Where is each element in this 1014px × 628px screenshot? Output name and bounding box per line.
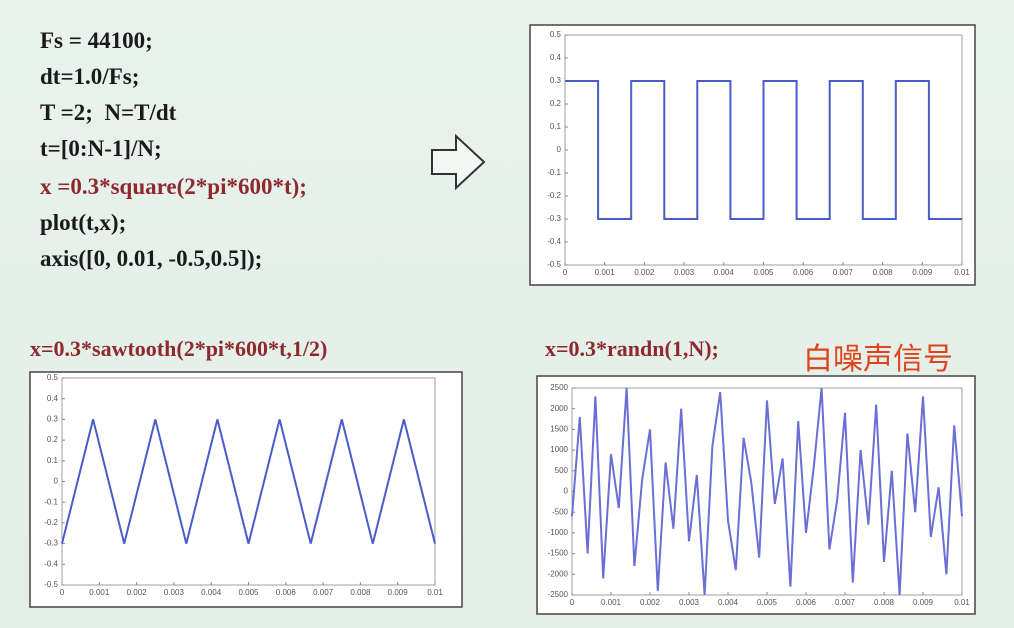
x-tick-label: 0.003 [674, 268, 695, 277]
x-tick-label: 0.003 [679, 598, 700, 607]
y-tick-label: -0.2 [44, 518, 58, 527]
x-tick-label: 0.007 [835, 598, 856, 607]
y-tick-label: -0.5 [44, 580, 58, 589]
annotation: 白噪声信号 [803, 342, 953, 377]
chart-caption: x=0.3*sawtooth(2*pi*600*t,1/2) [30, 336, 328, 361]
y-tick-label: -2500 [548, 590, 569, 599]
data-line [565, 80, 962, 220]
data-line [571, 387, 963, 596]
y-tick-label: 0.2 [47, 435, 59, 444]
x-tick-label: 0.001 [89, 588, 110, 597]
y-tick-label: 1000 [550, 445, 568, 454]
x-tick-label: 0.002 [127, 588, 148, 597]
code-line: x =0.3*square(2*pi*600*t); [40, 174, 307, 199]
code-line: axis([0, 0.01, -0.5,0.5]); [40, 246, 263, 271]
code-line: dt=1.0/Fs; [40, 64, 140, 89]
y-tick-label: -0.2 [547, 191, 561, 200]
code-line: Fs = 44100; [40, 28, 153, 53]
x-tick-label: 0.008 [874, 598, 895, 607]
y-tick-label: 0 [54, 477, 59, 486]
x-tick-label: 0 [563, 268, 568, 277]
x-tick-label: 0.009 [912, 268, 933, 277]
chart-caption: x=0.3*randn(1,N); [545, 336, 719, 361]
x-tick-label: 0.01 [427, 588, 443, 597]
y-tick-label: 0.2 [550, 99, 562, 108]
x-tick-label: 0.005 [753, 268, 774, 277]
y-tick-label: 500 [555, 466, 569, 475]
x-tick-label: 0.008 [350, 588, 371, 597]
x-tick-label: 0.001 [601, 598, 622, 607]
x-tick-label: 0.007 [833, 268, 854, 277]
x-tick-label: 0.002 [634, 268, 655, 277]
y-tick-label: -1000 [548, 528, 569, 537]
y-tick-label: -0.4 [44, 559, 58, 568]
y-tick-label: 0.1 [550, 122, 562, 131]
y-tick-label: 0.1 [47, 456, 59, 465]
y-tick-label: 0 [557, 145, 562, 154]
x-tick-label: 0.004 [201, 588, 222, 597]
code-line: T =2; N=T/dt [40, 100, 177, 125]
y-tick-label: 0.4 [47, 394, 59, 403]
x-tick-label: 0.006 [796, 598, 817, 607]
y-tick-label: 0.5 [47, 373, 59, 382]
x-tick-label: 0.008 [873, 268, 894, 277]
y-tick-label: -2000 [548, 569, 569, 578]
y-tick-label: 0.4 [550, 53, 562, 62]
data-line [61, 419, 436, 544]
x-tick-label: 0.004 [718, 598, 739, 607]
x-tick-label: 0.006 [276, 588, 297, 597]
y-tick-label: 0.3 [550, 76, 562, 85]
x-tick-label: 0.009 [388, 588, 409, 597]
plot-area [61, 377, 436, 586]
x-tick-label: 0.003 [164, 588, 185, 597]
y-tick-label: -0.1 [547, 168, 561, 177]
code-line: plot(t,x); [40, 210, 127, 235]
y-tick-label: 1500 [550, 425, 568, 434]
x-tick-label: 0.009 [913, 598, 934, 607]
y-tick-label: -0.4 [547, 237, 561, 246]
code-line: t=[0:N-1]/N; [40, 136, 162, 161]
x-tick-label: 0.01 [954, 268, 970, 277]
arrow [431, 133, 486, 191]
x-tick-label: 0.004 [714, 268, 735, 277]
y-tick-label: -0.3 [547, 214, 561, 223]
y-tick-label: -1500 [548, 549, 569, 558]
x-tick-label: 0.01 [954, 598, 970, 607]
x-tick-label: 0.002 [640, 598, 661, 607]
x-tick-label: 0.005 [757, 598, 778, 607]
x-tick-label: 0.006 [793, 268, 814, 277]
x-tick-label: 0 [60, 588, 65, 597]
y-tick-label: 0 [564, 487, 569, 496]
y-tick-label: 2000 [550, 404, 568, 413]
y-tick-label: -0.5 [547, 260, 561, 269]
x-tick-label: 0.007 [313, 588, 334, 597]
y-tick-label: -0.1 [44, 497, 58, 506]
y-tick-label: -0.3 [44, 539, 58, 548]
x-tick-label: 0.005 [238, 588, 259, 597]
y-tick-label: 0.3 [47, 415, 59, 424]
y-tick-label: 2500 [550, 383, 568, 392]
y-tick-label: -500 [552, 507, 569, 516]
x-tick-label: 0.001 [595, 268, 616, 277]
x-tick-label: 0 [570, 598, 575, 607]
y-tick-label: 0.5 [550, 30, 562, 39]
